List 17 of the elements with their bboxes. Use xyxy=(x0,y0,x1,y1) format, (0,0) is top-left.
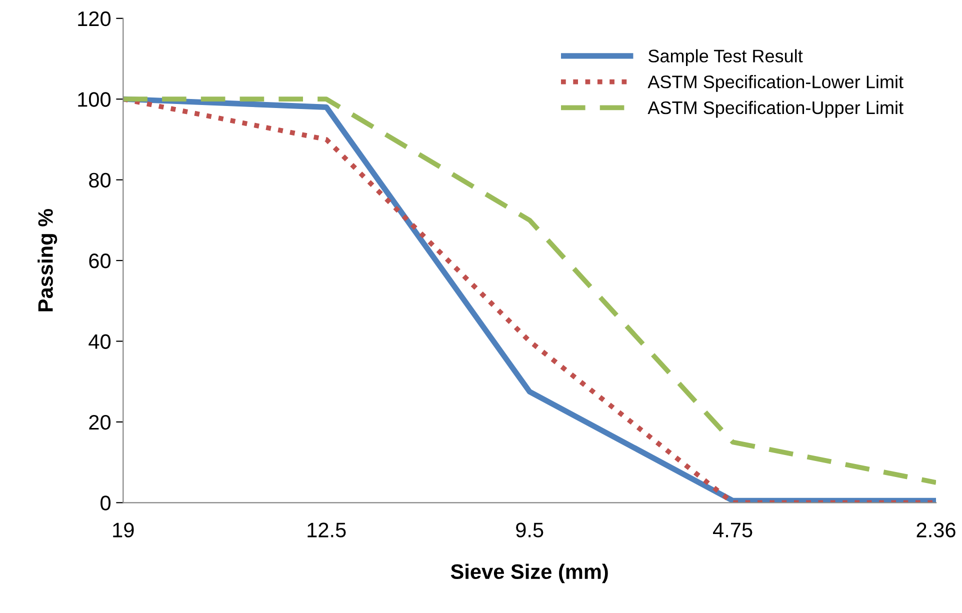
legend-label: ASTM Specification-Lower Limit xyxy=(648,75,904,92)
y-tick-label: 60 xyxy=(89,254,111,268)
y-tick-label: 20 xyxy=(89,414,111,430)
legend-label: ASTM Specification-Upper Limit xyxy=(648,100,904,118)
x-axis-title: Sieve Size (mm) xyxy=(450,564,608,584)
x-tick-label: 9.5 xyxy=(516,522,544,538)
x-tick-label: 4.75 xyxy=(713,522,752,538)
y-tick-label: 0 xyxy=(100,496,111,510)
y-tick-label: 80 xyxy=(89,172,111,188)
x-tick-label: 19 xyxy=(113,522,134,538)
x-tick-label: 12.5 xyxy=(308,522,346,538)
y-tick-label: 40 xyxy=(88,334,111,349)
y-axis-title: Passing % xyxy=(38,208,58,312)
legend-label: Sample Test Result xyxy=(648,49,803,66)
y-tick-label: 120 xyxy=(78,11,111,26)
x-tick-label: 2.36 xyxy=(916,522,956,538)
y-tick-label: 100 xyxy=(78,92,111,107)
